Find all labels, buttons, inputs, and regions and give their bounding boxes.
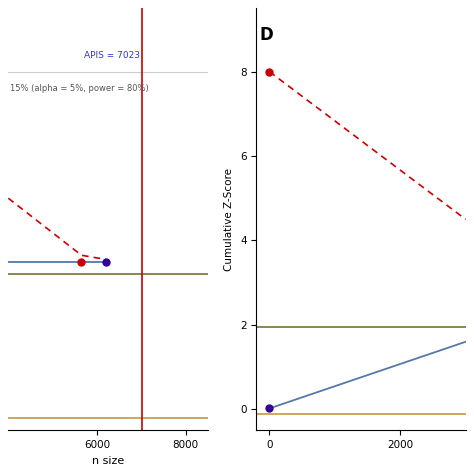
Text: D: D [260,27,273,45]
X-axis label: n size: n size [92,456,124,465]
Text: APIS = 7023: APIS = 7023 [83,51,140,60]
Y-axis label: Cumulative Z-Score: Cumulative Z-Score [224,168,235,271]
Text: 15% (alpha = 5%, power = 80%): 15% (alpha = 5%, power = 80%) [9,84,148,93]
